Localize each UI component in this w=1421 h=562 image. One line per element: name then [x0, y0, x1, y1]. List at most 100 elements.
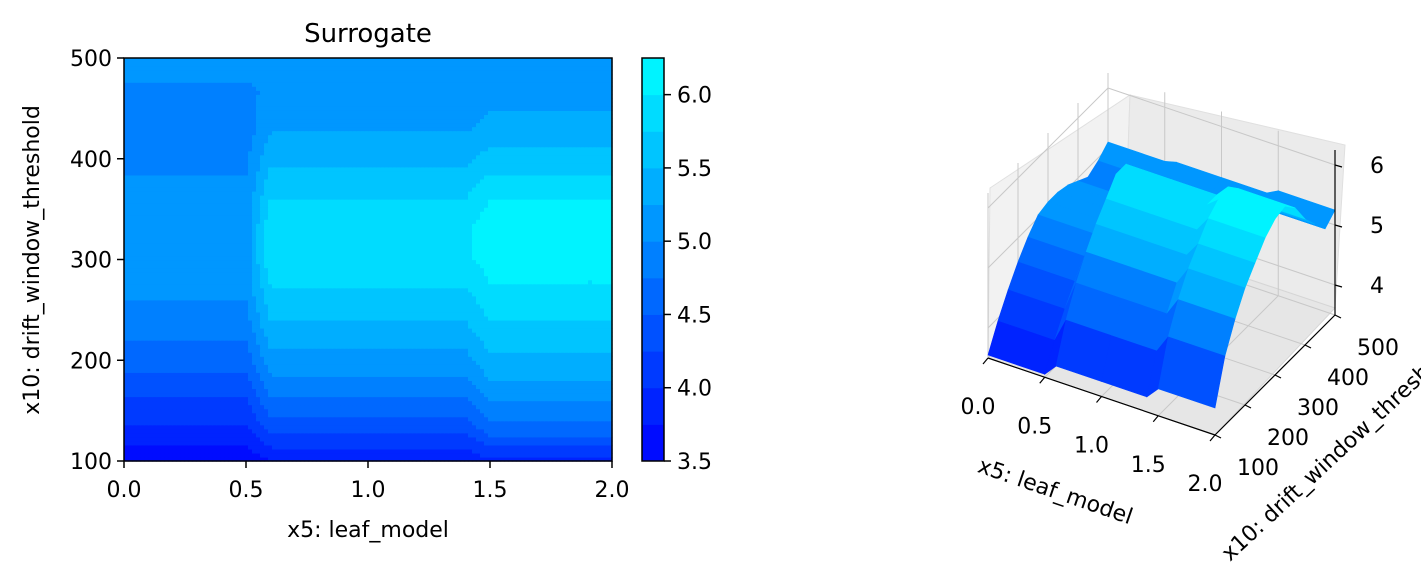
contour-cell	[212, 368, 217, 373]
contour-cell	[488, 380, 493, 386]
contour-cell	[528, 352, 533, 357]
contour-cell	[236, 436, 241, 442]
contour-cell	[476, 368, 481, 373]
contour-cell	[264, 356, 269, 361]
contour-cell	[348, 384, 353, 390]
contour-cell	[184, 456, 189, 462]
contour-cell	[468, 400, 473, 406]
contour-cell	[164, 420, 169, 426]
contour-cell	[456, 408, 461, 414]
contour-cell	[504, 416, 509, 422]
contour-cell	[400, 356, 405, 361]
contour-cell	[500, 328, 505, 333]
contour-cell	[404, 384, 409, 390]
contour-cell	[472, 424, 477, 430]
contour-cell	[448, 364, 453, 369]
contour-cell	[160, 456, 165, 462]
contour-cell	[596, 388, 601, 394]
contour-cell	[192, 299, 197, 305]
contour-cell	[196, 352, 201, 357]
contour-cell	[536, 440, 541, 446]
contour-cell	[548, 388, 553, 394]
contour-cell	[148, 400, 153, 406]
contour-cell	[228, 364, 233, 369]
contour-cell	[224, 452, 229, 458]
contour-cell	[536, 368, 541, 373]
contour-cell	[540, 319, 545, 325]
contour-cell	[468, 372, 473, 377]
contour-cell	[128, 315, 133, 321]
contour-cell	[384, 436, 389, 442]
contour-cell	[136, 364, 141, 369]
contour-cell	[432, 319, 437, 325]
contour-cell	[336, 356, 341, 361]
contour-cell	[244, 319, 249, 325]
contour-cell	[588, 424, 593, 430]
contour-cell	[436, 368, 441, 373]
contour-cell	[512, 348, 517, 353]
contour-cell	[364, 360, 369, 365]
contour-cell	[340, 396, 345, 402]
contour-cell	[128, 299, 133, 305]
contour-cell	[424, 404, 429, 410]
contour-cell	[372, 416, 377, 422]
contour-cell	[168, 420, 173, 426]
contour-cell	[392, 436, 397, 442]
contour-cell	[312, 344, 317, 349]
contour-cell	[156, 368, 161, 373]
contour-cell	[372, 368, 377, 373]
contour-cell	[400, 436, 405, 442]
contour-cell	[468, 328, 473, 333]
contour-cell	[600, 448, 605, 454]
contour-cell	[276, 328, 281, 333]
contour-cell	[348, 311, 353, 317]
contour-cell	[296, 328, 301, 333]
contour-cell	[260, 416, 265, 422]
contour-cell	[480, 319, 485, 325]
contour-cell	[452, 368, 457, 373]
contour-cell	[208, 404, 213, 410]
contour-cell	[188, 336, 193, 341]
contour-cell	[500, 436, 505, 442]
contour-cell	[180, 404, 185, 410]
contour-cell	[464, 436, 469, 442]
contour-cell	[148, 315, 153, 321]
contour-cell	[596, 444, 601, 450]
contour-cell	[540, 400, 545, 406]
contour-cell	[224, 372, 229, 377]
contour-cell	[344, 412, 349, 418]
contour-cell	[608, 440, 613, 446]
contour-cell	[596, 356, 601, 361]
contour-cell	[604, 311, 609, 317]
contour-cell	[296, 416, 301, 422]
contour-cell	[204, 412, 209, 418]
contour-cell	[404, 416, 409, 422]
contour-cell	[268, 340, 273, 345]
contour-cell	[228, 388, 233, 394]
contour-cell	[344, 424, 349, 430]
contour-cell	[340, 295, 345, 301]
contour-cell	[536, 396, 541, 402]
contour-cell	[288, 311, 293, 317]
contour-cell	[236, 376, 241, 381]
contour-cell	[276, 323, 281, 329]
contour-cell	[364, 332, 369, 337]
contour-cell	[348, 452, 353, 458]
contour-cell	[300, 428, 305, 434]
contour-cell	[408, 340, 413, 345]
contour-cell	[328, 380, 333, 386]
contour-cell	[268, 352, 273, 357]
contour-cell	[336, 348, 341, 353]
contour-cell	[600, 436, 605, 442]
contour-cell	[424, 380, 429, 386]
contour-cell	[348, 356, 353, 361]
contour-cell	[328, 428, 333, 434]
contour-cell	[388, 396, 393, 402]
contour-cell	[408, 392, 413, 398]
contour-cell	[412, 456, 417, 462]
contour-cell	[172, 352, 177, 357]
contour-cell	[352, 416, 357, 422]
contour-cell	[420, 416, 425, 422]
contour-cell	[304, 440, 309, 446]
contour-cell	[456, 384, 461, 390]
